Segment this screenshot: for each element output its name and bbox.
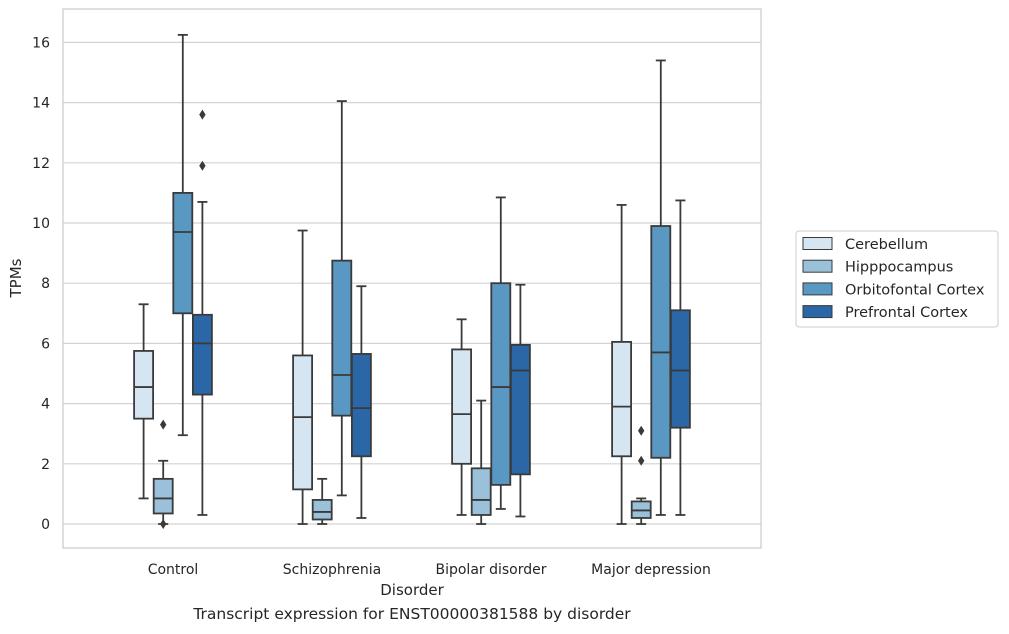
legend-label: Orbitofontal Cortex bbox=[845, 282, 985, 298]
x-tick-label: Schizophrenia bbox=[283, 562, 381, 578]
box bbox=[172, 33, 194, 437]
box-body bbox=[490, 282, 512, 486]
x-tick-label: Control bbox=[148, 562, 199, 578]
x-axis-title: Disorder bbox=[380, 581, 444, 599]
box bbox=[350, 285, 372, 519]
box-plot-series bbox=[133, 33, 691, 529]
legend-label: Cerebellum bbox=[845, 237, 928, 253]
box-body bbox=[133, 350, 155, 420]
y-axis-title: TPMs bbox=[7, 258, 25, 298]
box bbox=[611, 204, 632, 525]
box bbox=[630, 425, 652, 525]
box-body bbox=[451, 348, 473, 465]
box bbox=[470, 399, 492, 525]
legend-swatch bbox=[802, 305, 833, 319]
box-body bbox=[331, 259, 353, 417]
y-tick-label: 2 bbox=[41, 457, 50, 473]
legend-label: Prefrontal Cortex bbox=[845, 305, 968, 321]
series-prefrontal-cortex bbox=[191, 109, 691, 519]
legend-swatch bbox=[802, 259, 833, 273]
outlier-marker bbox=[160, 419, 167, 430]
series-orbitofontal-cortex bbox=[172, 33, 672, 516]
box-body bbox=[670, 309, 691, 429]
legend-swatch bbox=[802, 237, 833, 250]
series-cerebellum bbox=[133, 204, 632, 525]
y-tick-label: 8 bbox=[41, 276, 50, 292]
box bbox=[451, 318, 473, 516]
x-tick-label: Bipolar disorder bbox=[435, 562, 546, 578]
outlier-marker bbox=[199, 160, 206, 171]
y-tick-label: 12 bbox=[32, 156, 50, 172]
legend-swatch bbox=[802, 282, 833, 296]
y-tick-label: 0 bbox=[41, 517, 50, 533]
box-body bbox=[311, 499, 333, 521]
box-body bbox=[292, 354, 314, 491]
y-tick-label: 16 bbox=[32, 35, 50, 51]
legend-label: Hipppocampus bbox=[845, 260, 953, 276]
chart-caption: Transcript expression for ENST0000038158… bbox=[193, 605, 631, 623]
box bbox=[331, 100, 353, 497]
box bbox=[670, 199, 691, 516]
outlier-marker bbox=[638, 425, 645, 436]
legend: Cerebellum Hipppocampus Orbitofontal Corte… bbox=[795, 230, 999, 328]
box bbox=[490, 196, 512, 510]
box bbox=[191, 109, 213, 516]
box-body bbox=[470, 467, 492, 516]
y-tick-label: 14 bbox=[32, 96, 50, 112]
box-body bbox=[350, 353, 372, 458]
outlier-marker bbox=[160, 519, 167, 529]
box bbox=[292, 229, 314, 525]
box bbox=[650, 59, 672, 516]
x-tick-label: Major depression bbox=[591, 562, 711, 578]
y-tick-label: 4 bbox=[41, 397, 50, 413]
box bbox=[133, 303, 155, 500]
box bbox=[152, 419, 174, 529]
box-body bbox=[509, 344, 531, 476]
outlier-marker bbox=[199, 109, 206, 120]
x-axis-ticks: Control Schizophrenia Bipolar disorder Majo… bbox=[148, 562, 711, 578]
box-body bbox=[152, 477, 174, 515]
outlier-marker bbox=[638, 455, 645, 466]
plot-area-frame bbox=[62, 8, 762, 549]
box-body bbox=[611, 340, 632, 458]
y-axis-ticks: 0 2 4 6 8 10 12 14 16 bbox=[32, 35, 50, 533]
box bbox=[509, 283, 531, 518]
y-tick-label: 6 bbox=[41, 336, 50, 352]
y-tick-label: 10 bbox=[32, 216, 50, 232]
box-body bbox=[650, 225, 672, 459]
series-hipppocampus bbox=[152, 399, 652, 529]
box-body bbox=[191, 313, 213, 396]
legend-frame bbox=[795, 230, 999, 328]
box bbox=[311, 477, 333, 525]
box-body bbox=[172, 191, 194, 315]
